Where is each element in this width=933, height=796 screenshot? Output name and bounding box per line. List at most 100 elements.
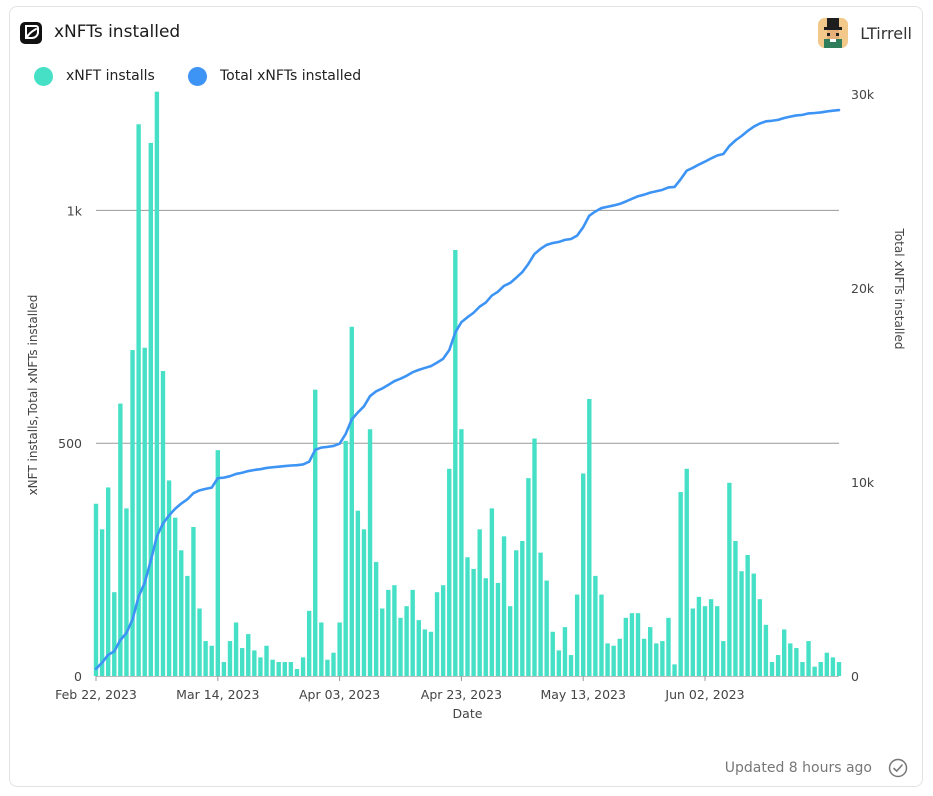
right-tick-label: 20k <box>851 281 875 296</box>
xnft-logo-icon[interactable] <box>20 22 42 44</box>
bar <box>696 596 702 676</box>
x-tick-label: Feb 22, 2023 <box>55 687 137 702</box>
bar <box>373 561 379 676</box>
bar <box>172 517 178 676</box>
bar <box>300 657 306 676</box>
bar <box>824 652 830 676</box>
bar <box>270 659 275 676</box>
bar <box>495 582 501 676</box>
bar <box>806 641 811 676</box>
pixel-avatar-icon[interactable] <box>818 18 848 48</box>
bar <box>836 662 842 676</box>
bar <box>501 536 507 676</box>
bar <box>386 589 391 676</box>
x-tick-label: May 13, 2023 <box>540 687 625 702</box>
bar <box>788 643 793 676</box>
bar <box>727 482 732 676</box>
user-name[interactable]: LTirrell <box>860 24 912 43</box>
bar <box>708 599 714 676</box>
bar <box>617 638 622 676</box>
chart-title: xNFTs installed <box>54 22 181 42</box>
bar <box>611 645 616 676</box>
bar <box>745 554 750 676</box>
bar <box>130 350 135 676</box>
bar <box>422 629 428 676</box>
bar <box>288 662 294 676</box>
bar <box>678 492 683 676</box>
bar <box>191 527 196 676</box>
bar <box>623 617 629 676</box>
updated-text: Updated 8 hours ago <box>724 760 872 776</box>
bar <box>227 641 233 676</box>
bar <box>154 91 160 677</box>
legend-label-installs: xNFT installs <box>66 68 155 84</box>
bar <box>641 638 647 676</box>
bar <box>666 617 671 676</box>
bar <box>794 648 799 676</box>
bar <box>812 666 817 676</box>
bar <box>538 552 543 676</box>
x-tick-label: Mar 14, 2023 <box>176 687 259 702</box>
bar <box>434 592 440 676</box>
bar <box>343 440 348 676</box>
bar <box>757 599 763 676</box>
bar <box>629 613 635 676</box>
bar <box>166 480 172 676</box>
bar <box>294 669 300 676</box>
right-axis-label: Total xNFTs installed <box>892 228 906 350</box>
bar <box>306 610 312 676</box>
bar <box>404 606 409 676</box>
bar <box>233 622 239 676</box>
bar <box>514 550 519 676</box>
bar <box>775 655 781 676</box>
legend-label-total: Total xNFTs installed <box>220 68 362 84</box>
bar <box>568 655 574 676</box>
bar <box>739 571 744 676</box>
bar <box>392 585 397 676</box>
bar <box>209 645 214 676</box>
bar <box>587 398 592 676</box>
bar <box>215 450 220 676</box>
bar <box>599 594 604 676</box>
bar <box>715 606 720 676</box>
left-tick-label: 1k <box>67 203 83 218</box>
bar <box>361 529 367 676</box>
bar <box>818 662 823 676</box>
bar <box>398 617 403 676</box>
check-circle-icon[interactable] <box>888 758 908 778</box>
bar <box>380 608 385 676</box>
bar <box>507 606 513 676</box>
right-tick-label: 0 <box>851 669 859 684</box>
bar <box>654 643 659 676</box>
bar <box>124 508 129 676</box>
bar <box>489 508 495 676</box>
bar <box>93 503 99 676</box>
bar <box>733 540 738 676</box>
bar <box>477 529 482 676</box>
bar <box>367 429 373 676</box>
bar <box>258 657 263 676</box>
x-tick-label: Jun 02, 2023 <box>664 687 744 702</box>
bar <box>648 627 653 676</box>
bar <box>203 641 208 676</box>
bar <box>544 580 549 676</box>
bar <box>136 124 141 676</box>
bar <box>319 622 324 676</box>
legend-swatch-installs <box>34 67 53 86</box>
bar <box>105 487 111 676</box>
bar <box>763 624 769 676</box>
bar <box>179 550 184 676</box>
bar <box>465 557 470 676</box>
bar <box>562 627 568 676</box>
bar <box>800 662 805 676</box>
right-tick-label: 10k <box>851 475 875 490</box>
bar <box>410 589 415 676</box>
card-header: xNFTs installed LTirrell <box>20 18 912 48</box>
bar <box>197 608 202 676</box>
bar <box>581 473 586 676</box>
bar <box>355 510 361 676</box>
right-tick-label: 30k <box>851 87 875 102</box>
bar <box>331 652 336 676</box>
bar <box>769 662 775 676</box>
bar <box>148 142 153 676</box>
